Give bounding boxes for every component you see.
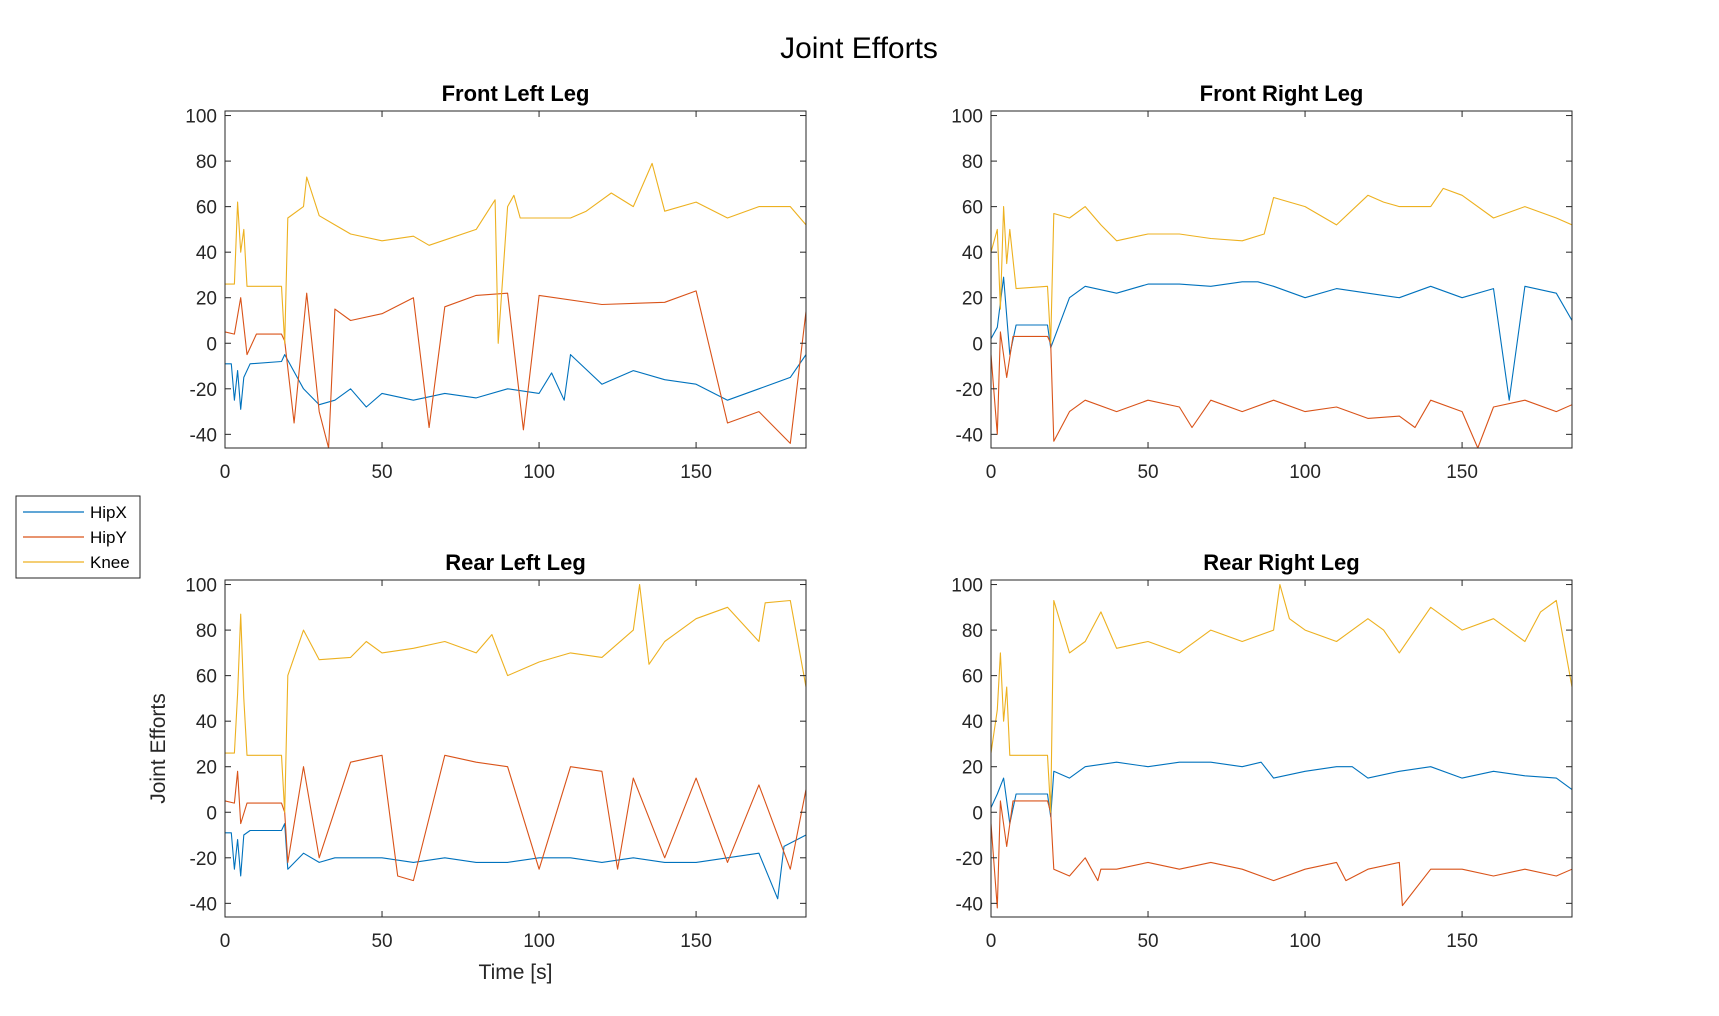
chart-title-rear-left: Rear Left Leg: [445, 550, 586, 575]
series-line-knee: [225, 162, 806, 344]
plot-area: [991, 111, 1572, 448]
y-tick-label: 20: [962, 289, 983, 310]
x-tick-label: 150: [680, 931, 712, 952]
y-tick-label: 0: [206, 334, 217, 355]
x-tick-label: 0: [220, 462, 231, 483]
legend: HipX HipY Knee: [15, 495, 141, 579]
axes-frame: [224, 579, 807, 918]
y-tick-label: -20: [956, 380, 983, 401]
x-tick-label: 100: [1289, 462, 1321, 483]
legend-label-knee: Knee: [90, 553, 130, 572]
series-line-knee: [991, 187, 1572, 344]
y-tick-label: 100: [185, 107, 217, 128]
y-tick-label: 0: [972, 334, 983, 355]
y-tick-label: 40: [196, 243, 217, 264]
y-axis-label: Joint Efforts: [147, 693, 170, 804]
series-line-hipy: [991, 800, 1572, 909]
y-tick-label: 100: [951, 107, 983, 128]
y-tick-label: -20: [956, 849, 983, 870]
chart-title-rear-right: Rear Right Leg: [1203, 550, 1359, 575]
axes-frame: [990, 579, 1573, 918]
x-tick-label: 150: [1446, 462, 1478, 483]
series-line-hipy: [225, 290, 806, 448]
axes-frame: [990, 110, 1573, 449]
y-tick-label: 100: [951, 576, 983, 597]
y-tick-label: 40: [196, 712, 217, 733]
y-tick-label: 80: [196, 621, 217, 642]
x-tick-label: 0: [220, 931, 231, 952]
series-line-hipx: [991, 761, 1572, 825]
x-tick-label: 100: [523, 462, 555, 483]
y-tick-label: -40: [190, 894, 217, 915]
series-line-hipx: [225, 354, 806, 410]
y-tick-label: 60: [196, 667, 217, 688]
figure-title: Joint Efforts: [780, 32, 938, 65]
series-line-hipy: [225, 754, 806, 882]
chart-title-front-left: Front Left Leg: [442, 81, 590, 106]
series-line-hipx: [225, 823, 806, 900]
axes-frame: [224, 110, 807, 449]
series-line-knee: [991, 584, 1572, 813]
chart-title-front-right: Front Right Leg: [1200, 81, 1364, 106]
plot-area: [225, 580, 806, 917]
y-tick-label: -40: [956, 894, 983, 915]
y-tick-label: 80: [962, 621, 983, 642]
x-tick-label: 150: [680, 462, 712, 483]
legend-label-hipx: HipX: [90, 503, 127, 522]
y-tick-label: 60: [196, 198, 217, 219]
x-tick-label: 50: [371, 462, 392, 483]
y-tick-label: 60: [962, 667, 983, 688]
legend-label-hipy: HipY: [90, 528, 127, 547]
y-tick-label: 60: [962, 198, 983, 219]
plot-area: [225, 111, 806, 448]
x-axis-label: Time [s]: [479, 961, 553, 984]
y-tick-label: 20: [962, 758, 983, 779]
series-line-knee: [225, 584, 806, 813]
y-tick-label: 80: [196, 152, 217, 173]
y-tick-label: -40: [956, 425, 983, 446]
x-tick-label: 0: [986, 462, 997, 483]
x-tick-label: 100: [523, 931, 555, 952]
y-tick-label: -40: [190, 425, 217, 446]
y-tick-label: 0: [206, 803, 217, 824]
y-tick-label: -20: [190, 380, 217, 401]
x-tick-label: 150: [1446, 931, 1478, 952]
y-tick-label: 80: [962, 152, 983, 173]
y-tick-label: 20: [196, 289, 217, 310]
y-tick-label: -20: [190, 849, 217, 870]
y-tick-label: 40: [962, 243, 983, 264]
y-tick-label: 20: [196, 758, 217, 779]
series-line-hipx: [991, 276, 1572, 401]
y-tick-label: 100: [185, 576, 217, 597]
x-tick-label: 50: [1137, 931, 1158, 952]
x-tick-label: 0: [986, 931, 997, 952]
x-tick-label: 50: [371, 931, 392, 952]
x-tick-label: 50: [1137, 462, 1158, 483]
y-tick-label: 40: [962, 712, 983, 733]
y-tick-label: 0: [972, 803, 983, 824]
x-tick-label: 100: [1289, 931, 1321, 952]
series-line-hipy: [991, 331, 1572, 448]
